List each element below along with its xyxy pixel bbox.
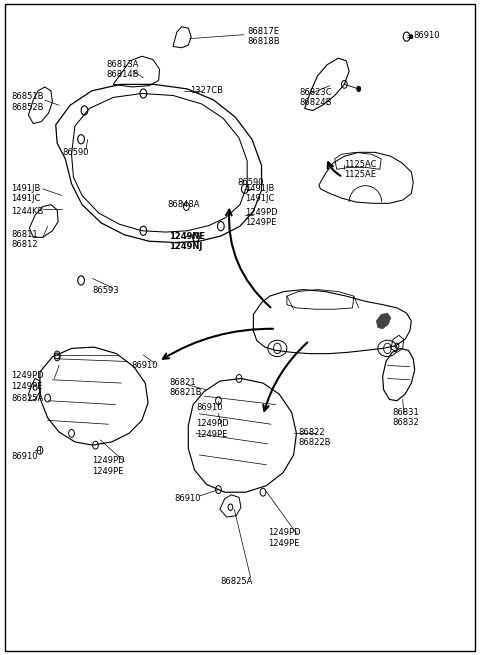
Text: 1125AC
1125AE: 1125AC 1125AE [344, 160, 377, 179]
Text: 1249PD
1249PE: 1249PD 1249PE [11, 371, 44, 391]
Text: 86910: 86910 [174, 495, 201, 503]
Text: 86848A: 86848A [167, 200, 200, 209]
Text: 1327CB: 1327CB [190, 86, 223, 96]
Text: 86910: 86910 [413, 31, 440, 40]
Text: 86590: 86590 [238, 178, 264, 187]
Text: 1249NE
1249NJ: 1249NE 1249NJ [169, 231, 205, 251]
Text: 1249PD
1249PE: 1249PD 1249PE [268, 529, 300, 548]
Text: 86910: 86910 [196, 403, 222, 412]
Text: 86825A: 86825A [220, 576, 252, 586]
Text: 86817E
86818B: 86817E 86818B [247, 27, 280, 47]
Text: 86831
86832: 86831 86832 [392, 408, 419, 428]
Text: 1491JB
1491JC: 1491JB 1491JC [245, 184, 274, 203]
Text: 1249PD
1249PE: 1249PD 1249PE [196, 419, 228, 438]
Text: 86813A
86814B: 86813A 86814B [107, 60, 139, 79]
Text: 86822
86822B: 86822 86822B [299, 428, 331, 447]
Text: 86851B
86852B: 86851B 86852B [11, 92, 44, 112]
Text: 86825A: 86825A [11, 394, 44, 403]
Text: 1249PD
1249PE: 1249PD 1249PE [93, 457, 125, 476]
Text: 86811
86812: 86811 86812 [11, 229, 38, 249]
Polygon shape [376, 313, 391, 329]
Text: 1491JB
1491JC: 1491JB 1491JC [11, 184, 41, 203]
Text: 86593: 86593 [93, 286, 119, 295]
Text: 1249PD
1249PE: 1249PD 1249PE [245, 208, 277, 227]
Text: 1244KB: 1244KB [11, 207, 44, 215]
Text: 86910: 86910 [131, 361, 157, 370]
Text: 86821
86821B: 86821 86821B [169, 378, 202, 398]
Text: 86910: 86910 [11, 453, 38, 461]
Circle shape [357, 86, 360, 92]
Text: 86823C
86824B: 86823C 86824B [300, 88, 333, 107]
Circle shape [410, 35, 413, 39]
Text: 86590: 86590 [62, 148, 88, 157]
